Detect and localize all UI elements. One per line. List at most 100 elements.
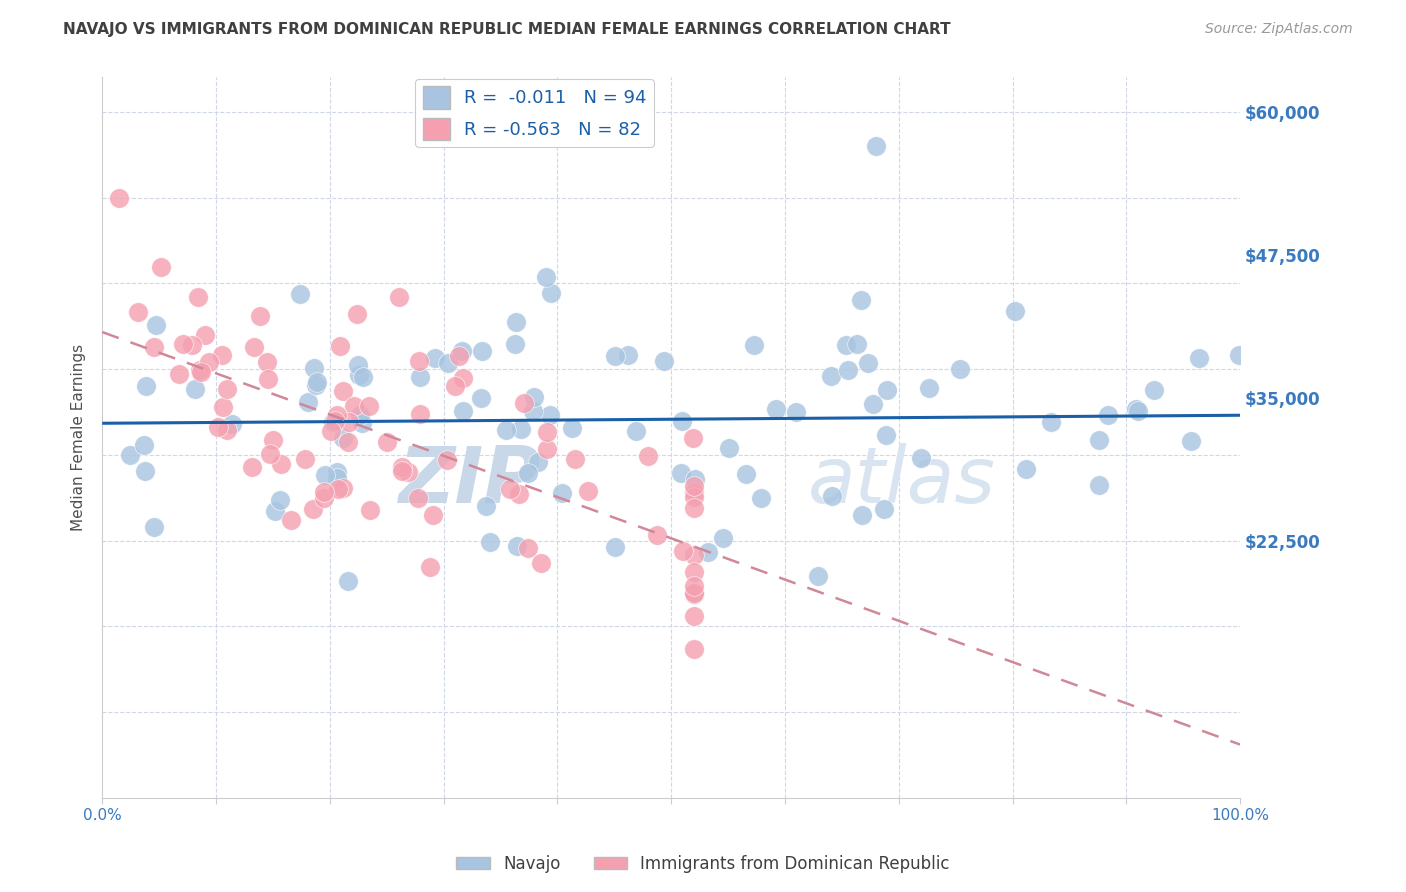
- Point: [683, 490, 706, 504]
- Point: [409, 370, 432, 384]
- Text: ZIP: ZIP: [398, 443, 540, 519]
- Point: [683, 585, 706, 599]
- Point: [683, 579, 706, 593]
- Point: [683, 609, 706, 624]
- Point: [290, 286, 312, 301]
- Point: [134, 465, 156, 479]
- Point: [1088, 478, 1111, 492]
- Legend: Navajo, Immigrants from Dominican Republic: Navajo, Immigrants from Dominican Republ…: [450, 848, 956, 880]
- Point: [1088, 433, 1111, 447]
- Point: [323, 414, 346, 428]
- Point: [449, 349, 471, 363]
- Point: [536, 425, 558, 439]
- Point: [332, 384, 354, 398]
- Point: [1180, 434, 1202, 448]
- Point: [683, 565, 706, 579]
- Point: [259, 447, 281, 461]
- Point: [523, 390, 546, 404]
- Point: [910, 450, 932, 465]
- Point: [683, 586, 706, 600]
- Point: [256, 355, 278, 369]
- Point: [876, 383, 898, 397]
- Point: [451, 404, 474, 418]
- Point: [862, 397, 884, 411]
- Point: [150, 260, 173, 275]
- Point: [474, 499, 496, 513]
- Point: [194, 328, 217, 343]
- Point: [851, 508, 873, 523]
- Point: [522, 404, 544, 418]
- Point: [918, 381, 941, 395]
- Point: [388, 290, 411, 304]
- Point: [683, 485, 706, 500]
- Point: [1040, 415, 1063, 429]
- Point: [391, 464, 413, 478]
- Point: [540, 285, 562, 300]
- Point: [873, 502, 896, 516]
- Text: NAVAJO VS IMMIGRANTS FROM DOMINICAN REPUBLIC MEDIAN FEMALE EARNINGS CORRELATION : NAVAJO VS IMMIGRANTS FROM DOMINICAN REPU…: [63, 22, 950, 37]
- Point: [626, 425, 648, 439]
- Point: [188, 363, 211, 377]
- Point: [108, 190, 131, 204]
- Point: [339, 416, 361, 430]
- Point: [215, 423, 238, 437]
- Point: [408, 354, 430, 368]
- Point: [172, 337, 194, 351]
- Point: [359, 400, 381, 414]
- Point: [359, 502, 381, 516]
- Point: [346, 307, 368, 321]
- Point: [499, 482, 522, 496]
- Point: [471, 344, 494, 359]
- Point: [513, 396, 536, 410]
- Point: [551, 486, 574, 500]
- Point: [717, 441, 740, 455]
- Point: [312, 485, 335, 500]
- Point: [564, 452, 586, 467]
- Point: [270, 457, 292, 471]
- Point: [505, 315, 527, 329]
- Point: [517, 466, 540, 480]
- Point: [343, 399, 366, 413]
- Point: [314, 468, 336, 483]
- Point: [1125, 402, 1147, 417]
- Point: [865, 139, 887, 153]
- Point: [118, 448, 141, 462]
- Point: [217, 382, 239, 396]
- Point: [336, 574, 359, 588]
- Point: [180, 338, 202, 352]
- Point: [332, 431, 354, 445]
- Point: [212, 400, 235, 414]
- Point: [735, 467, 758, 482]
- Point: [184, 382, 207, 396]
- Point: [190, 365, 212, 379]
- Point: [132, 437, 155, 451]
- Point: [186, 290, 208, 304]
- Point: [785, 405, 807, 419]
- Point: [419, 559, 441, 574]
- Point: [576, 484, 599, 499]
- Point: [211, 348, 233, 362]
- Point: [837, 363, 859, 377]
- Point: [807, 569, 830, 583]
- Point: [603, 540, 626, 554]
- Point: [530, 557, 553, 571]
- Point: [561, 421, 583, 435]
- Point: [845, 337, 868, 351]
- Point: [1004, 304, 1026, 318]
- Point: [135, 379, 157, 393]
- Point: [375, 434, 398, 449]
- Point: [143, 520, 166, 534]
- Legend: R =  -0.011   N = 94, R = -0.563   N = 82: R = -0.011 N = 94, R = -0.563 N = 82: [415, 79, 654, 147]
- Point: [682, 432, 704, 446]
- Point: [538, 408, 561, 422]
- Point: [422, 508, 444, 522]
- Point: [849, 293, 872, 307]
- Point: [221, 417, 243, 431]
- Point: [696, 545, 718, 559]
- Point: [443, 378, 465, 392]
- Point: [352, 416, 374, 430]
- Point: [409, 407, 432, 421]
- Point: [437, 356, 460, 370]
- Point: [508, 487, 530, 501]
- Point: [396, 465, 419, 479]
